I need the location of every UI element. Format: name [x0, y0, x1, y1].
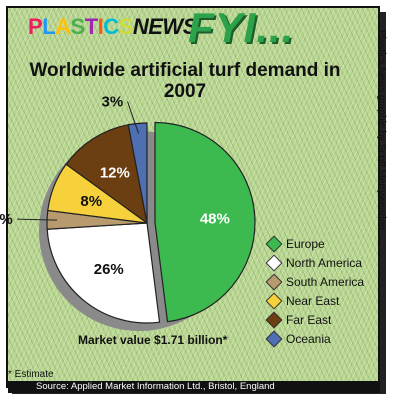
legend-item-europe: Europe — [265, 234, 364, 253]
leader-line-oceania — [127, 101, 140, 134]
pie-slice-far-east — [65, 124, 148, 225]
legend-swatch — [265, 292, 283, 309]
legend-swatch — [265, 330, 283, 347]
legend-label: Far East — [286, 312, 332, 327]
pie-slice-north-america — [46, 222, 161, 324]
pie-label-far-east: 12% — [100, 164, 130, 181]
source-bar: Source: Applied Market Information Ltd.,… — [8, 381, 380, 393]
legend-label: Europe — [286, 236, 325, 251]
pie-label-north-america: 26% — [94, 261, 124, 278]
legend-label: South America — [286, 274, 365, 289]
legend-label: Oceania — [286, 331, 331, 346]
pie-label-south-america: 3% — [0, 211, 13, 228]
market-value: Market value $1.71 billion* — [78, 333, 228, 347]
frame-shadow-right — [380, 12, 386, 394]
legend-item-oceania: Oceania — [265, 329, 364, 348]
chart-title: Worldwide artificial turf demand in 2007 — [29, 60, 341, 102]
legend-swatch — [265, 254, 283, 271]
fyi-heading: FYI... — [188, 4, 295, 51]
pie-label-oceania: 3% — [102, 94, 124, 111]
leader-line-south-america — [17, 218, 58, 221]
legend-item-north-america: North America — [265, 253, 364, 272]
legend-item-near-east: Near East — [265, 291, 364, 310]
legend-label: Near East — [286, 293, 340, 308]
legend-label: North America — [286, 255, 363, 270]
legend-item-far-east: Far East — [265, 310, 364, 329]
pie-label-near-east: 8% — [80, 193, 102, 210]
plastics-news-logo: PLASTICSNEWS — [28, 14, 197, 39]
pie-slice-oceania — [127, 122, 148, 224]
pie-slice-europe — [154, 121, 256, 323]
legend-swatch — [265, 273, 283, 290]
legend-swatch — [265, 235, 283, 252]
legend: Europe North America South America Near … — [265, 234, 365, 348]
pie-label-europe: 48% — [200, 211, 230, 228]
legend-swatch — [265, 311, 283, 328]
footnote: * Estimate — [8, 369, 54, 380]
legend-item-south-america: South America — [265, 272, 365, 291]
